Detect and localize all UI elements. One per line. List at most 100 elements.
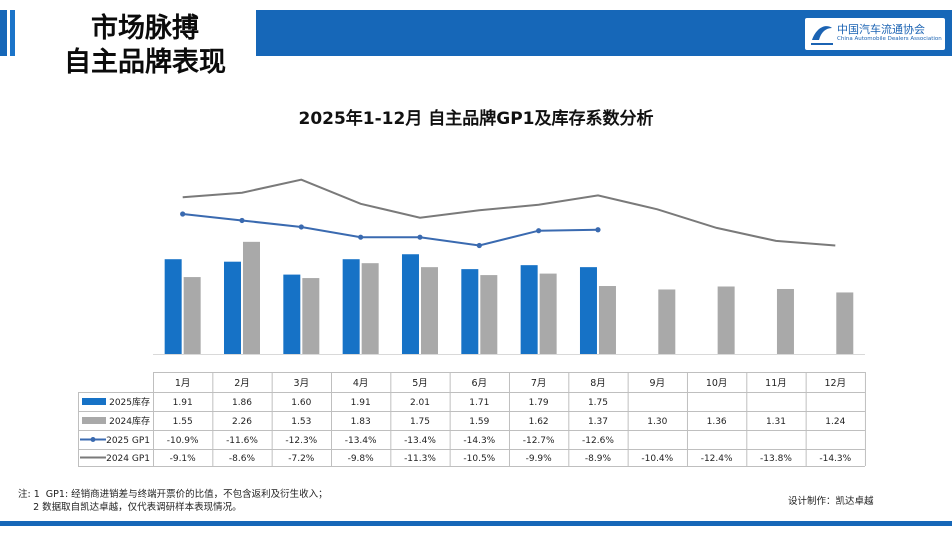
bottom-accent-bar: [0, 521, 952, 526]
tick-label-month-6: 6月: [472, 378, 488, 389]
data-label-2025-inventory-1: 1.91: [173, 398, 193, 408]
data-label-2025-inventory-4: 1.91: [351, 398, 371, 408]
designer-credit: 设计制作：凯达卓越: [788, 496, 874, 507]
tick-label-month-1: 1月: [175, 378, 191, 389]
data-label-2025-inventory-5: 2.01: [410, 398, 430, 408]
legend-2024-inventory-label: 2024库存: [109, 415, 150, 427]
tick-label-month-12: 12月: [824, 378, 846, 389]
data-label-2024-gp1-2: -8.6%: [229, 454, 256, 464]
legend-2024-gp1-label: 2024 GP1: [106, 454, 150, 464]
data-label-2025-inventory-2: 1.86: [232, 398, 252, 408]
data-label-2024-inventory-2: 2.26: [232, 417, 252, 427]
footnote: 注: 1 GP1: 经销商进销差与终端开票价的比值，不包含返利及衍生收入； 2 …: [18, 489, 328, 513]
bar-2024-inventory-7: [539, 273, 557, 354]
chart-title: 2025年1-12月 自主品牌GP1及库存系数分析: [298, 109, 654, 129]
point-2025-gp1-1: [180, 211, 186, 217]
data-label-2024-gp1-4: -9.8%: [348, 454, 375, 464]
point-2025-gp1-4: [358, 234, 364, 240]
data-label-2024-inventory-4: 1.83: [351, 417, 371, 427]
tick-label-month-11: 11月: [765, 378, 787, 389]
point-2025-gp1-2: [239, 217, 245, 224]
point-2025-gp1-8: [595, 227, 601, 233]
point-2025-gp1-6: [476, 242, 482, 249]
tick-label-month-5: 5月: [412, 378, 428, 389]
bar-2025-inventory-2: [223, 261, 241, 354]
slide-title-line-1: 市场脉搏: [91, 13, 199, 44]
bar-2024-inventory-5: [420, 267, 438, 354]
tick-label-month-4: 4月: [353, 378, 369, 389]
data-label-2024-inventory-1: 1.55: [173, 417, 193, 427]
logo-chinese-text: 中国汽车流通协会: [837, 23, 925, 36]
data-label-2025-inventory-3: 1.60: [291, 398, 311, 408]
data-label-2024-gp1-1: -9.1%: [170, 454, 197, 464]
data-label-2025-inventory-8: 1.75: [588, 398, 608, 408]
data-label-2025-gp1-4: -13.4%: [345, 436, 377, 446]
association-logo: 中国汽车流通协会 China Automobile Dealers Associ…: [805, 18, 945, 50]
bar-2024-inventory-4: [361, 263, 379, 354]
data-label-2024-gp1-11: -13.8%: [760, 454, 792, 464]
slide-title-line-2: 自主品牌表现: [64, 47, 226, 78]
tick-label-month-9: 9月: [650, 378, 666, 389]
data-label-2025-inventory-7: 1.79: [529, 398, 549, 408]
data-label-2024-inventory-9: 1.30: [647, 417, 667, 427]
bar-2024-inventory-1: [183, 277, 201, 354]
bar-2024-inventory-9: [658, 289, 676, 354]
bar-2025-inventory-7: [520, 265, 538, 354]
tick-label-month-10: 10月: [706, 378, 728, 389]
bar-2024-inventory-11: [776, 288, 794, 354]
bar-2024-inventory-8: [598, 286, 616, 354]
bar-2025-inventory-3: [283, 274, 301, 354]
data-label-2024-gp1-3: -7.2%: [288, 454, 315, 464]
chart-area: 1月 2月 3月 4月 5月 6月 7月 8月 9月 10月 11月 12月 2025库存 1.91 1.8…: [78, 178, 866, 467]
data-label-2024-gp1-10: -12.4%: [701, 454, 733, 464]
tick-label-month-7: 7月: [531, 378, 547, 389]
bar-2025-inventory-5: [401, 254, 419, 354]
slide-title: 市场脉搏 自主品牌表现: [40, 12, 250, 80]
header-accent-bar-2: [10, 10, 15, 56]
data-label-2024-inventory-8: 1.37: [588, 417, 608, 427]
association-logo-icon: [811, 26, 833, 45]
data-label-2024-gp1-5: -11.3%: [404, 454, 436, 464]
header-accent-bar: [0, 10, 7, 56]
bar-2024-inventory-3: [302, 278, 320, 354]
series-line-2025-gp1: [182, 213, 599, 247]
bar-2025-inventory-4: [342, 259, 360, 354]
legend-2025-inventory-key: [82, 398, 106, 405]
data-label-2024-inventory-10: 1.36: [707, 417, 727, 427]
data-label-2024-inventory-12: 1.24: [825, 417, 845, 427]
series-line-2024-gp1: [182, 178, 836, 247]
data-label-2024-gp1-12: -14.3%: [819, 454, 851, 464]
data-label-2025-gp1-2: -11.6%: [226, 436, 258, 446]
bar-2024-inventory-12: [836, 292, 854, 354]
data-label-2024-inventory-6: 1.59: [469, 417, 489, 427]
data-label-2024-inventory-7: 1.62: [529, 417, 549, 427]
legend-2025-gp1-key-marker: [90, 437, 96, 442]
legend-2025-inventory-label: 2025库存: [109, 396, 150, 408]
data-label-2024-inventory-5: 1.75: [410, 417, 430, 427]
data-label-2024-inventory-3: 1.53: [291, 417, 311, 427]
bar-2025-inventory-6: [461, 269, 479, 354]
data-label-2024-gp1-8: -8.9%: [585, 454, 612, 464]
tick-label-month-3: 3月: [294, 378, 310, 389]
point-2025-gp1-5: [417, 234, 423, 240]
data-label-2025-gp1-8: -12.6%: [582, 436, 614, 446]
data-label-2025-gp1-6: -14.3%: [463, 436, 495, 446]
data-label-2024-gp1-6: -10.5%: [463, 454, 495, 464]
bar-2025-inventory-1: [164, 259, 182, 354]
data-label-2024-inventory-11: 1.31: [766, 417, 786, 427]
data-label-2025-gp1-3: -12.3%: [285, 436, 317, 446]
bar-2024-inventory-10: [717, 286, 735, 354]
point-2025-gp1-7: [536, 228, 542, 234]
bar-2025-inventory-8: [579, 267, 597, 354]
data-label-2025-gp1-5: -13.4%: [404, 436, 436, 446]
tick-label-month-8: 8月: [590, 378, 606, 389]
legend-2024-inventory-key: [82, 417, 106, 424]
data-label-2024-gp1-9: -10.4%: [641, 454, 673, 464]
legend-2025-gp1-label: 2025 GP1: [106, 436, 150, 446]
data-label-2025-gp1-1: -10.9%: [167, 436, 199, 446]
bar-2024-inventory-6: [480, 275, 498, 354]
data-label-2025-inventory-6: 1.71: [469, 398, 489, 408]
tick-label-month-2: 2月: [234, 378, 250, 389]
data-label-2024-gp1-7: -9.9%: [526, 454, 553, 464]
data-label-2025-gp1-7: -12.7%: [523, 436, 555, 446]
